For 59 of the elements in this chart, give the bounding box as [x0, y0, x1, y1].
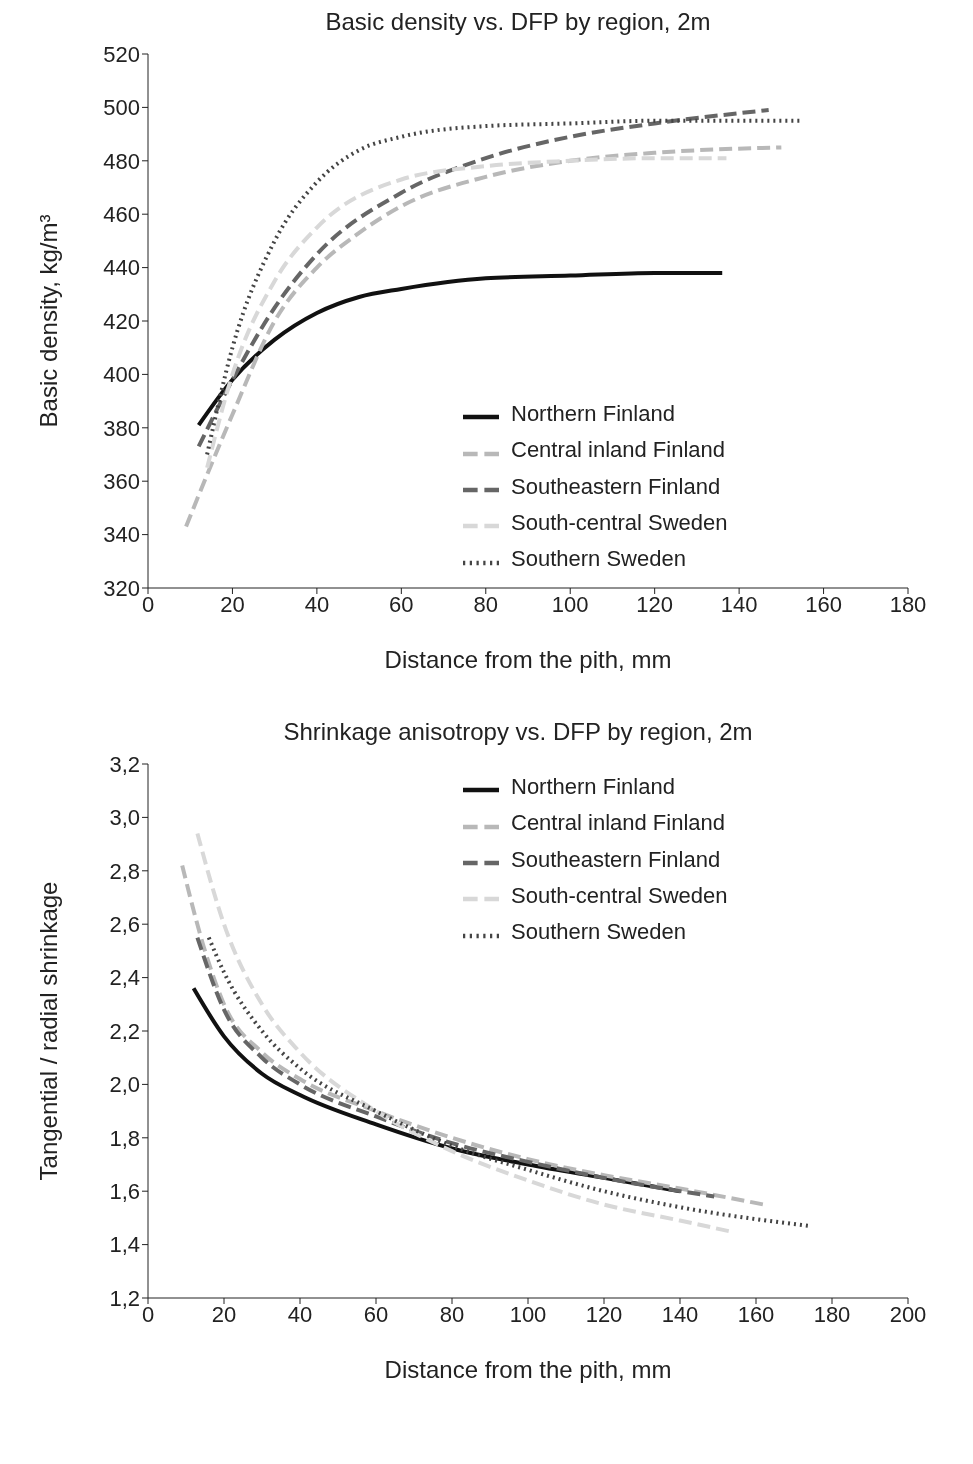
x-tick-label: 20	[211, 1301, 237, 1327]
legend-label: Southeastern Finland	[511, 473, 721, 499]
x-tick-label: 180	[813, 1301, 851, 1327]
legend-label: Southern Sweden	[511, 919, 686, 945]
x-tick-label: 140	[720, 591, 758, 617]
x-tick-label: 0	[141, 1301, 155, 1327]
x-tick-label: 160	[805, 591, 842, 617]
legend-label: South-central Sweden	[511, 509, 728, 535]
legend-label: South-central Sweden	[511, 882, 728, 908]
x-tick-label: 40	[287, 1301, 313, 1327]
y-axis-title: Tangential / radial shrinkage	[34, 881, 62, 1181]
x-tick-label: 140	[661, 1301, 699, 1327]
x-tick-label: 80	[473, 591, 499, 617]
legend-label: Northern Finland	[511, 774, 675, 799]
x-tick-label: 120	[636, 591, 674, 617]
legend-label: Northern Finland	[511, 401, 675, 426]
y-tick-label: 440	[103, 255, 140, 281]
y-tick-label: 500	[103, 95, 140, 121]
y-tick-label: 2,6	[109, 912, 140, 938]
y-tick-label: 360	[103, 469, 140, 495]
y-tick-label: 1,8	[109, 1125, 140, 1151]
legend-label: Southeastern Finland	[511, 846, 721, 872]
y-tick-label: 1,6	[109, 1179, 140, 1205]
x-tick-label: 40	[304, 591, 330, 617]
x-tick-label: 60	[389, 591, 414, 617]
y-tick-label: 520	[103, 41, 140, 67]
x-axis-title: Distance from the pith, mm	[384, 646, 672, 673]
y-tick-label: 320	[103, 575, 140, 601]
x-tick-label: 20	[220, 591, 245, 617]
x-tick-label: 160	[737, 1301, 775, 1327]
y-tick-label: 3,2	[109, 751, 140, 777]
chart-title: Shrinkage anisotropy vs. DFP by region, 2m	[283, 718, 753, 745]
x-tick-label: 200	[889, 1301, 927, 1327]
y-tick-label: 2,0	[109, 1072, 140, 1098]
y-tick-label: 2,2	[109, 1018, 140, 1044]
y-tick-label: 380	[103, 415, 140, 441]
x-tick-label: 100	[509, 1301, 547, 1327]
x-tick-label: 60	[363, 1301, 389, 1327]
y-tick-label: 340	[103, 522, 140, 548]
y-tick-label: 1,2	[109, 1285, 140, 1311]
y-tick-label: 1,4	[109, 1232, 140, 1258]
x-tick-label: 0	[141, 591, 155, 617]
y-tick-label: 420	[103, 308, 140, 334]
x-tick-label: 120	[585, 1301, 623, 1327]
chart-title: Basic density vs. DFP by region, 2m	[325, 8, 711, 35]
y-tick-label: 460	[103, 202, 140, 228]
x-tick-label: 180	[889, 591, 927, 617]
y-axis-title: Basic density, kg/m³	[34, 214, 62, 428]
legend-label: Central inland Finland	[511, 437, 726, 463]
legend-label: Southern Sweden	[511, 546, 686, 572]
y-tick-label: 400	[103, 362, 140, 388]
x-tick-label: 100	[551, 591, 589, 617]
legend-label: Central inland Finland	[511, 810, 726, 836]
y-tick-label: 3,0	[109, 805, 140, 831]
x-axis-title: Distance from the pith, mm	[384, 1356, 672, 1383]
y-tick-label: 2,8	[109, 858, 140, 884]
y-tick-label: 480	[103, 148, 140, 174]
y-tick-label: 2,4	[109, 965, 140, 991]
x-tick-label: 80	[439, 1301, 465, 1327]
